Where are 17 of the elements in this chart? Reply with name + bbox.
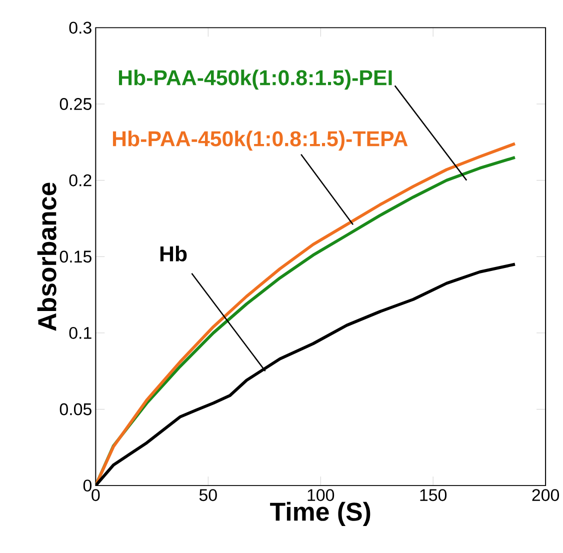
- y-tick-label: 0: [83, 480, 92, 492]
- x-tick-label: 0: [92, 489, 100, 502]
- y-tick-label: 0.1: [69, 327, 92, 340]
- y-axis-title: Absorbance: [37, 182, 56, 331]
- series-label: Hb-PAA-450k(1:0.8:1.5)-TEPA: [112, 130, 408, 151]
- y-tick-label: 0.2: [69, 174, 92, 186]
- y-tick-label: 0.15: [60, 250, 92, 263]
- x-tick-label: 150: [420, 489, 447, 502]
- y-tick-label: 0.05: [60, 403, 92, 416]
- y-tick-label: 0.3: [69, 22, 92, 34]
- x-tick-label: 200: [532, 489, 560, 502]
- text: Hb-PAA-450k(1:0.8:1.5)-PEI: [118, 70, 392, 90]
- y-tick-label: 0.25: [60, 98, 92, 110]
- x-tick-label: 100: [308, 489, 334, 502]
- x-tick-label: 50: [199, 489, 217, 502]
- text: Hb: [160, 246, 187, 262]
- x-axis-title: Time (S): [270, 502, 370, 526]
